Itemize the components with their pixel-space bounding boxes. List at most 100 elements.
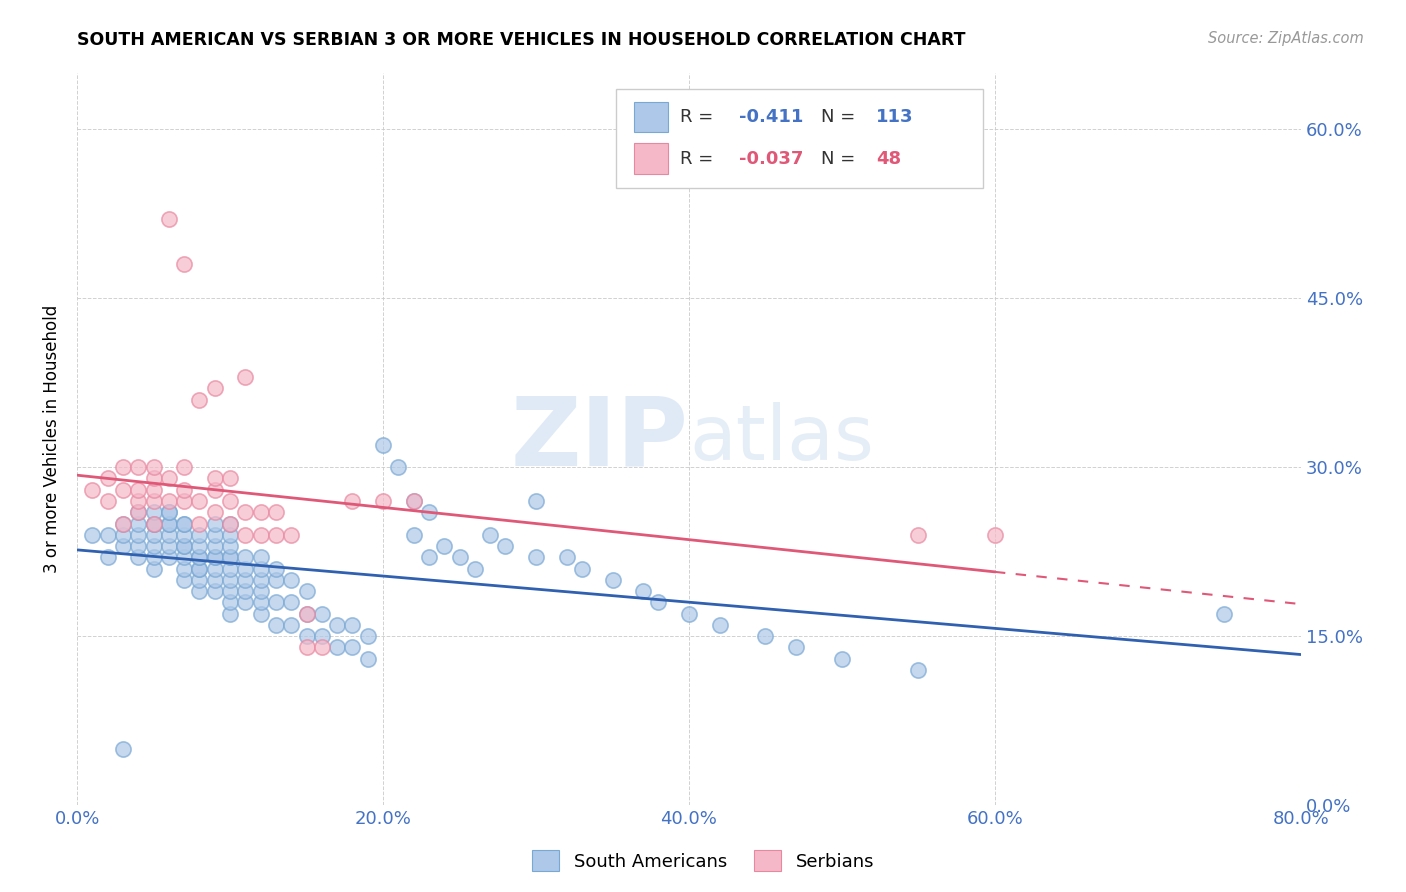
Text: Source: ZipAtlas.com: Source: ZipAtlas.com (1208, 31, 1364, 46)
Point (785, 640, 807, 655)
Point (219, 607, 242, 621)
Point (204, 584, 226, 599)
Point (173, 516, 195, 531)
Point (280, 618, 302, 632)
Point (249, 528, 271, 542)
Point (342, 494, 364, 508)
Point (754, 629, 776, 643)
Point (433, 539, 456, 553)
Point (295, 640, 318, 655)
Point (371, 437, 394, 451)
Text: atlas: atlas (689, 402, 875, 476)
Point (204, 573, 226, 587)
Point (464, 561, 486, 575)
Point (173, 539, 195, 553)
Point (188, 494, 211, 508)
Point (111, 483, 134, 497)
Point (173, 539, 195, 553)
Point (127, 505, 149, 519)
Point (264, 561, 287, 575)
Point (204, 528, 226, 542)
Point (142, 516, 165, 531)
Point (173, 483, 195, 497)
Point (97, 528, 120, 542)
Point (157, 212, 180, 227)
Point (204, 516, 226, 531)
Point (402, 494, 425, 508)
Point (142, 505, 165, 519)
Point (127, 460, 149, 475)
Point (111, 516, 134, 531)
Point (311, 640, 333, 655)
Point (264, 573, 287, 587)
Point (142, 561, 165, 575)
Point (249, 550, 271, 565)
Text: R =: R = (681, 150, 720, 168)
Text: SOUTH AMERICAN VS SERBIAN 3 OR MORE VEHICLES IN HOUSEHOLD CORRELATION CHART: SOUTH AMERICAN VS SERBIAN 3 OR MORE VEHI… (77, 31, 966, 49)
Point (142, 528, 165, 542)
Point (188, 584, 211, 599)
Text: N =: N = (821, 150, 860, 168)
Point (831, 651, 853, 665)
Point (357, 651, 380, 665)
Point (157, 550, 180, 565)
Point (157, 528, 180, 542)
Point (204, 561, 226, 575)
Point (295, 607, 318, 621)
FancyBboxPatch shape (634, 144, 668, 174)
Point (249, 573, 271, 587)
Point (984, 528, 1007, 542)
Point (311, 629, 333, 643)
Point (402, 494, 425, 508)
FancyBboxPatch shape (634, 102, 668, 132)
Point (709, 618, 731, 632)
Point (173, 494, 195, 508)
Point (647, 595, 669, 609)
Point (111, 539, 134, 553)
Point (188, 550, 211, 565)
Y-axis label: 3 or more Vehicles in Household: 3 or more Vehicles in Household (44, 305, 60, 574)
Point (142, 483, 165, 497)
Point (188, 561, 211, 575)
Point (127, 505, 149, 519)
Point (402, 528, 425, 542)
Point (342, 640, 364, 655)
Point (264, 595, 287, 609)
Text: 113: 113 (876, 108, 914, 126)
Point (142, 494, 165, 508)
Point (249, 505, 271, 519)
Point (264, 528, 287, 542)
Point (111, 516, 134, 531)
Point (264, 505, 287, 519)
Point (157, 505, 180, 519)
Point (524, 550, 547, 565)
FancyBboxPatch shape (616, 89, 983, 188)
Point (295, 584, 318, 599)
Legend: South Americans, Serbians: South Americans, Serbians (524, 843, 882, 879)
Point (142, 539, 165, 553)
Point (188, 539, 211, 553)
Point (142, 550, 165, 565)
Text: N =: N = (821, 108, 860, 126)
Point (173, 460, 195, 475)
Point (219, 550, 242, 565)
Point (219, 528, 242, 542)
Point (235, 370, 257, 384)
Point (524, 494, 547, 508)
Point (907, 663, 929, 677)
Point (204, 483, 226, 497)
Point (357, 629, 380, 643)
Point (173, 550, 195, 565)
Point (249, 607, 271, 621)
Point (326, 640, 349, 655)
Point (219, 494, 242, 508)
Point (249, 595, 271, 609)
Point (295, 629, 318, 643)
Point (219, 561, 242, 575)
Point (204, 471, 226, 485)
Point (235, 505, 257, 519)
Point (235, 573, 257, 587)
Point (173, 573, 195, 587)
Point (418, 550, 440, 565)
Point (219, 550, 242, 565)
